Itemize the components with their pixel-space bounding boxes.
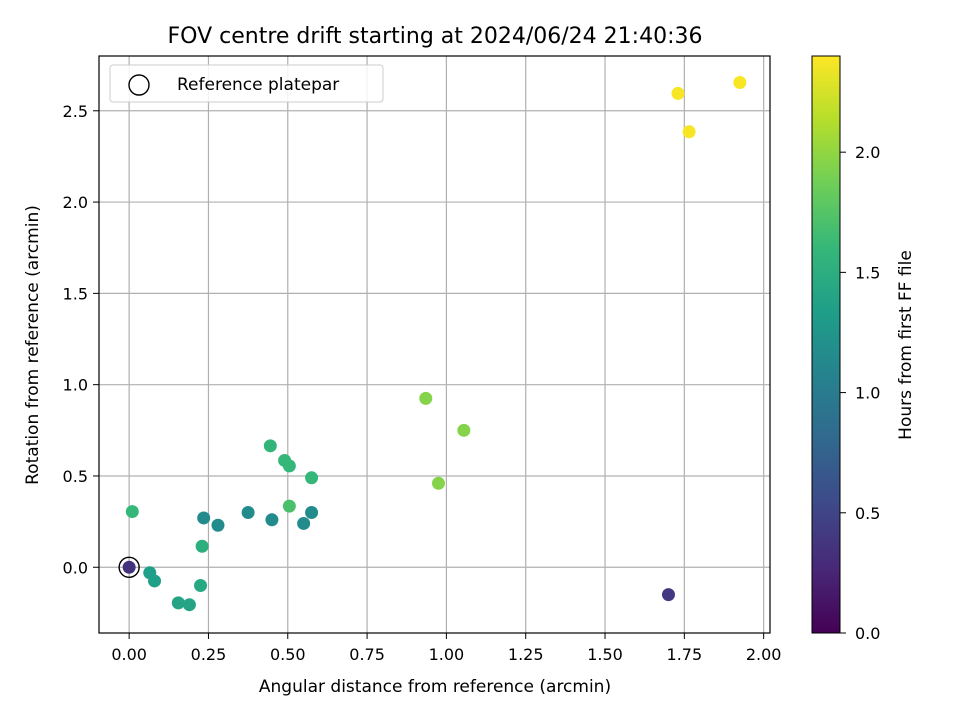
legend-box <box>109 64 384 103</box>
legend-entry-reference: Reference platepar <box>177 75 339 95</box>
data-point <box>241 505 255 519</box>
data-point <box>661 588 675 602</box>
data-point <box>671 86 685 100</box>
y-tick-label: 1.0 <box>63 376 88 395</box>
data-point <box>297 516 311 530</box>
data-point <box>431 476 445 490</box>
x-tick-label: 1.75 <box>667 645 703 664</box>
y-tick-label: 2.5 <box>63 102 88 121</box>
colorbar-tick-label: 1.5 <box>855 263 880 282</box>
y-tick-label: 0.0 <box>63 558 88 577</box>
x-tick-label: 0.25 <box>191 645 227 664</box>
y-tick-label: 0.5 <box>63 467 88 486</box>
data-point <box>171 596 185 610</box>
y-tick-label: 2.0 <box>63 193 88 212</box>
data-point <box>211 518 225 532</box>
data-points <box>122 75 747 612</box>
data-point <box>733 75 747 89</box>
x-tick-label: 0.75 <box>349 645 385 664</box>
data-point <box>122 560 136 574</box>
colorbar: 0.0 0.5 1.0 1.5 2.0 Hours from first FF file <box>811 55 916 643</box>
plot-frame <box>98 55 771 634</box>
x-tick-label: 1.25 <box>508 645 544 664</box>
grid <box>99 56 770 633</box>
legend: Reference platepar <box>109 64 384 103</box>
x-tick-label: 1.50 <box>587 645 623 664</box>
data-point <box>282 499 296 513</box>
data-point <box>457 423 471 437</box>
x-tick-label: 0.50 <box>270 645 306 664</box>
y-tick-label: 1.5 <box>63 284 88 303</box>
data-point <box>195 539 209 553</box>
data-point <box>194 579 208 593</box>
x-tick-label: 1.00 <box>429 645 465 664</box>
colorbar-tick-label: 1.0 <box>855 384 880 403</box>
data-point <box>263 439 277 453</box>
x-ticks: 0.00 0.25 0.50 0.75 1.00 1.25 1.50 1.75 2.00 <box>111 633 781 664</box>
y-ticks: 0.0 0.5 1.0 1.5 2.0 2.5 <box>63 102 99 577</box>
x-tick-label: 0.00 <box>111 645 147 664</box>
y-axis-label: Rotation from reference (arcmin) <box>23 205 43 485</box>
colorbar-tick-label: 0.5 <box>855 504 880 523</box>
colorbar-gradient <box>811 55 841 634</box>
chart-title: FOV centre drift starting at 2024/06/24 … <box>168 24 703 49</box>
data-point <box>419 391 433 405</box>
data-point <box>682 125 696 139</box>
x-axis-label: Angular distance from reference (arcmin) <box>259 677 611 697</box>
reference-platepar-marker <box>118 556 140 578</box>
data-point <box>305 505 319 519</box>
colorbar-label: Hours from first FF file <box>896 250 916 440</box>
x-tick-label: 2.00 <box>746 645 782 664</box>
data-point <box>305 471 319 485</box>
legend-reference-marker <box>128 74 150 96</box>
data-point <box>197 511 211 525</box>
colorbar-ticks: 0.0 0.5 1.0 1.5 2.0 <box>840 143 880 643</box>
data-point <box>148 574 162 588</box>
colorbar-tick-label: 0.0 <box>855 624 880 643</box>
reference-marker-layer <box>118 556 140 578</box>
colorbar-tick-label: 2.0 <box>855 143 880 162</box>
data-point <box>182 598 196 612</box>
data-point <box>265 513 279 527</box>
data-point <box>282 459 296 473</box>
data-point <box>125 505 139 519</box>
